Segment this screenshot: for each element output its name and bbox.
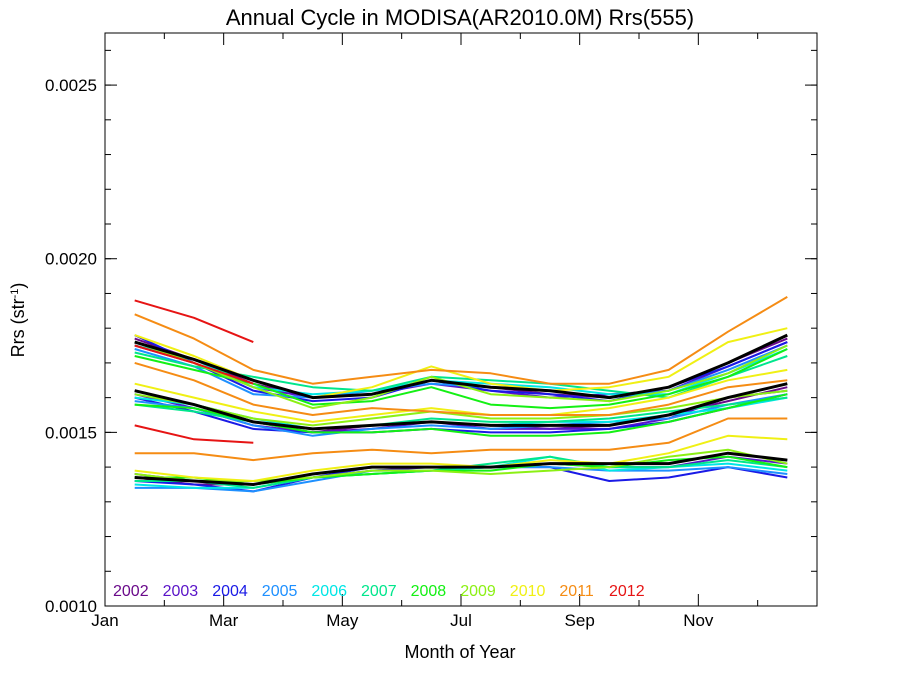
- x-tick-label: Jan: [91, 611, 118, 630]
- y-tick-label: 0.0015: [45, 423, 97, 442]
- x-axis: Jan Mar May Jul Sep Nov: [91, 33, 759, 630]
- series-line-2008: [134, 348, 788, 410]
- x-tick-label: May: [326, 611, 359, 630]
- legend-item-2005: 2005: [262, 583, 298, 600]
- series-line-2009: [134, 341, 788, 410]
- series-line-mean: [134, 382, 788, 431]
- y-axis-label-tail: ): [8, 283, 28, 289]
- plot-frame: [104, 32, 818, 607]
- x-tick-label: Sep: [565, 611, 595, 630]
- series-line-2010: [134, 368, 788, 423]
- legend-item-2004: 2004: [212, 583, 248, 600]
- legend-item-2007: 2007: [361, 583, 397, 600]
- x-tick-label: Jul: [450, 611, 472, 630]
- legend-item-2008: 2008: [411, 583, 447, 600]
- legend-item-2011: 2011: [559, 583, 594, 600]
- y-tick-label: 0.0025: [45, 76, 97, 95]
- series-line-2010: [134, 434, 788, 482]
- y-tick-label: 0.0020: [45, 250, 97, 269]
- y-tick-label: 0.0010: [45, 597, 97, 616]
- y-axis-label-main: Rrs (str: [8, 298, 28, 357]
- series-line-mean: [134, 451, 788, 486]
- legend-item-2012: 2012: [609, 583, 645, 600]
- x-tick-label: Nov: [683, 611, 714, 630]
- chart-title: Annual Cycle in MODISA(AR2010.0M) Rrs(55…: [226, 5, 694, 30]
- legend-item-2010: 2010: [510, 583, 546, 600]
- series-line-2012: [134, 299, 254, 344]
- series-layer: [134, 296, 788, 493]
- series-line-2003: [134, 341, 788, 399]
- series-line-2005: [134, 393, 788, 437]
- y-axis-label-sup: -1: [9, 289, 21, 299]
- y-axis: 0.0010 0.0015 0.0020 0.0025: [45, 49, 817, 616]
- y-axis-label: Rrs (str-1): [8, 283, 28, 358]
- series-line-2009: [134, 389, 788, 427]
- series-line-2011: [134, 361, 788, 416]
- series-line-2012: [134, 424, 254, 444]
- series-line-mean: [134, 333, 788, 400]
- series-line-2011: [134, 296, 788, 385]
- legend-item-2006: 2006: [311, 583, 347, 600]
- legend-item-2002: 2002: [113, 583, 149, 600]
- legend-item-2009: 2009: [460, 583, 496, 600]
- series-line-2011: [134, 417, 788, 462]
- legend: 2002 2003 2004 2005 2006 2007 2008 2009 2010 2011…: [113, 583, 645, 600]
- series-line-2012: [134, 344, 254, 385]
- legend-item-2003: 2003: [163, 583, 199, 600]
- x-tick-label: Mar: [209, 611, 239, 630]
- x-axis-label: Month of Year: [404, 642, 515, 662]
